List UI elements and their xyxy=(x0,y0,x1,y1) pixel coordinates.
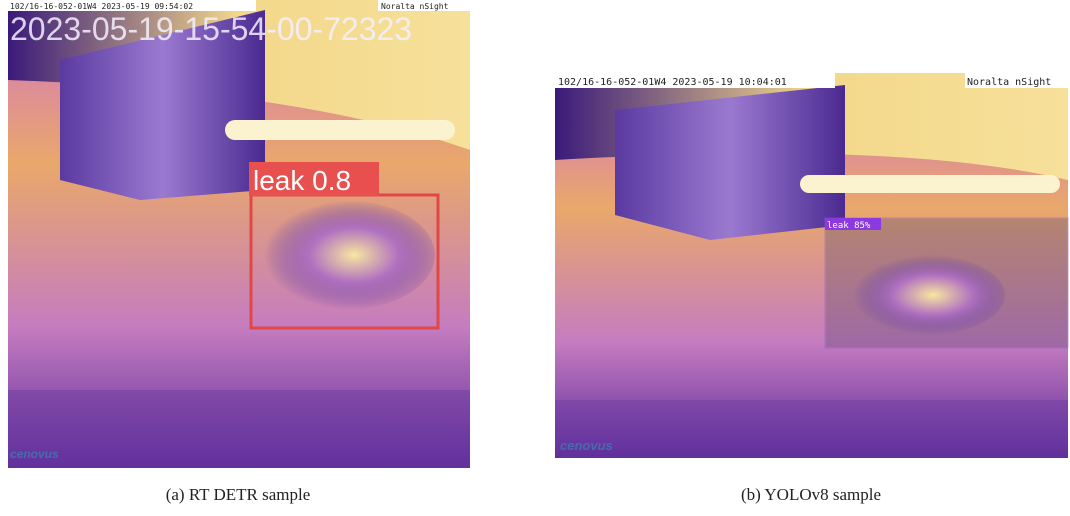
caption: (a) RT DETR sample xyxy=(166,485,311,504)
detection-label-bg xyxy=(249,162,379,196)
overlay-brand: Noralta nSight xyxy=(967,77,1051,88)
thermal-image-a: 102/16-16-052-01W4 2023-05-19 09:54:02 N… xyxy=(8,0,470,468)
detection-label: leak 0.8 xyxy=(253,165,351,196)
logo: cenovus xyxy=(10,447,59,461)
thermal-image-b: leak 85% 102/16-16-052-01W4 2023-05-19 1… xyxy=(555,73,1069,458)
caption: (b) YOLOv8 sample xyxy=(741,485,881,504)
detection-label: leak 85% xyxy=(827,221,871,231)
overlay-header: 102/16-16-052-01W4 2023-05-19 10:04:01 xyxy=(558,77,787,88)
overlay-brand: Noralta nSight xyxy=(381,2,449,11)
detection-label-bg xyxy=(825,218,881,230)
overlay-header: 102/16-16-052-01W4 2023-05-19 09:54:02 xyxy=(10,2,193,11)
logo: cenovus xyxy=(560,438,613,453)
overlay-timestamp: 2023-05-19-15-54-00-72323 xyxy=(10,11,412,47)
